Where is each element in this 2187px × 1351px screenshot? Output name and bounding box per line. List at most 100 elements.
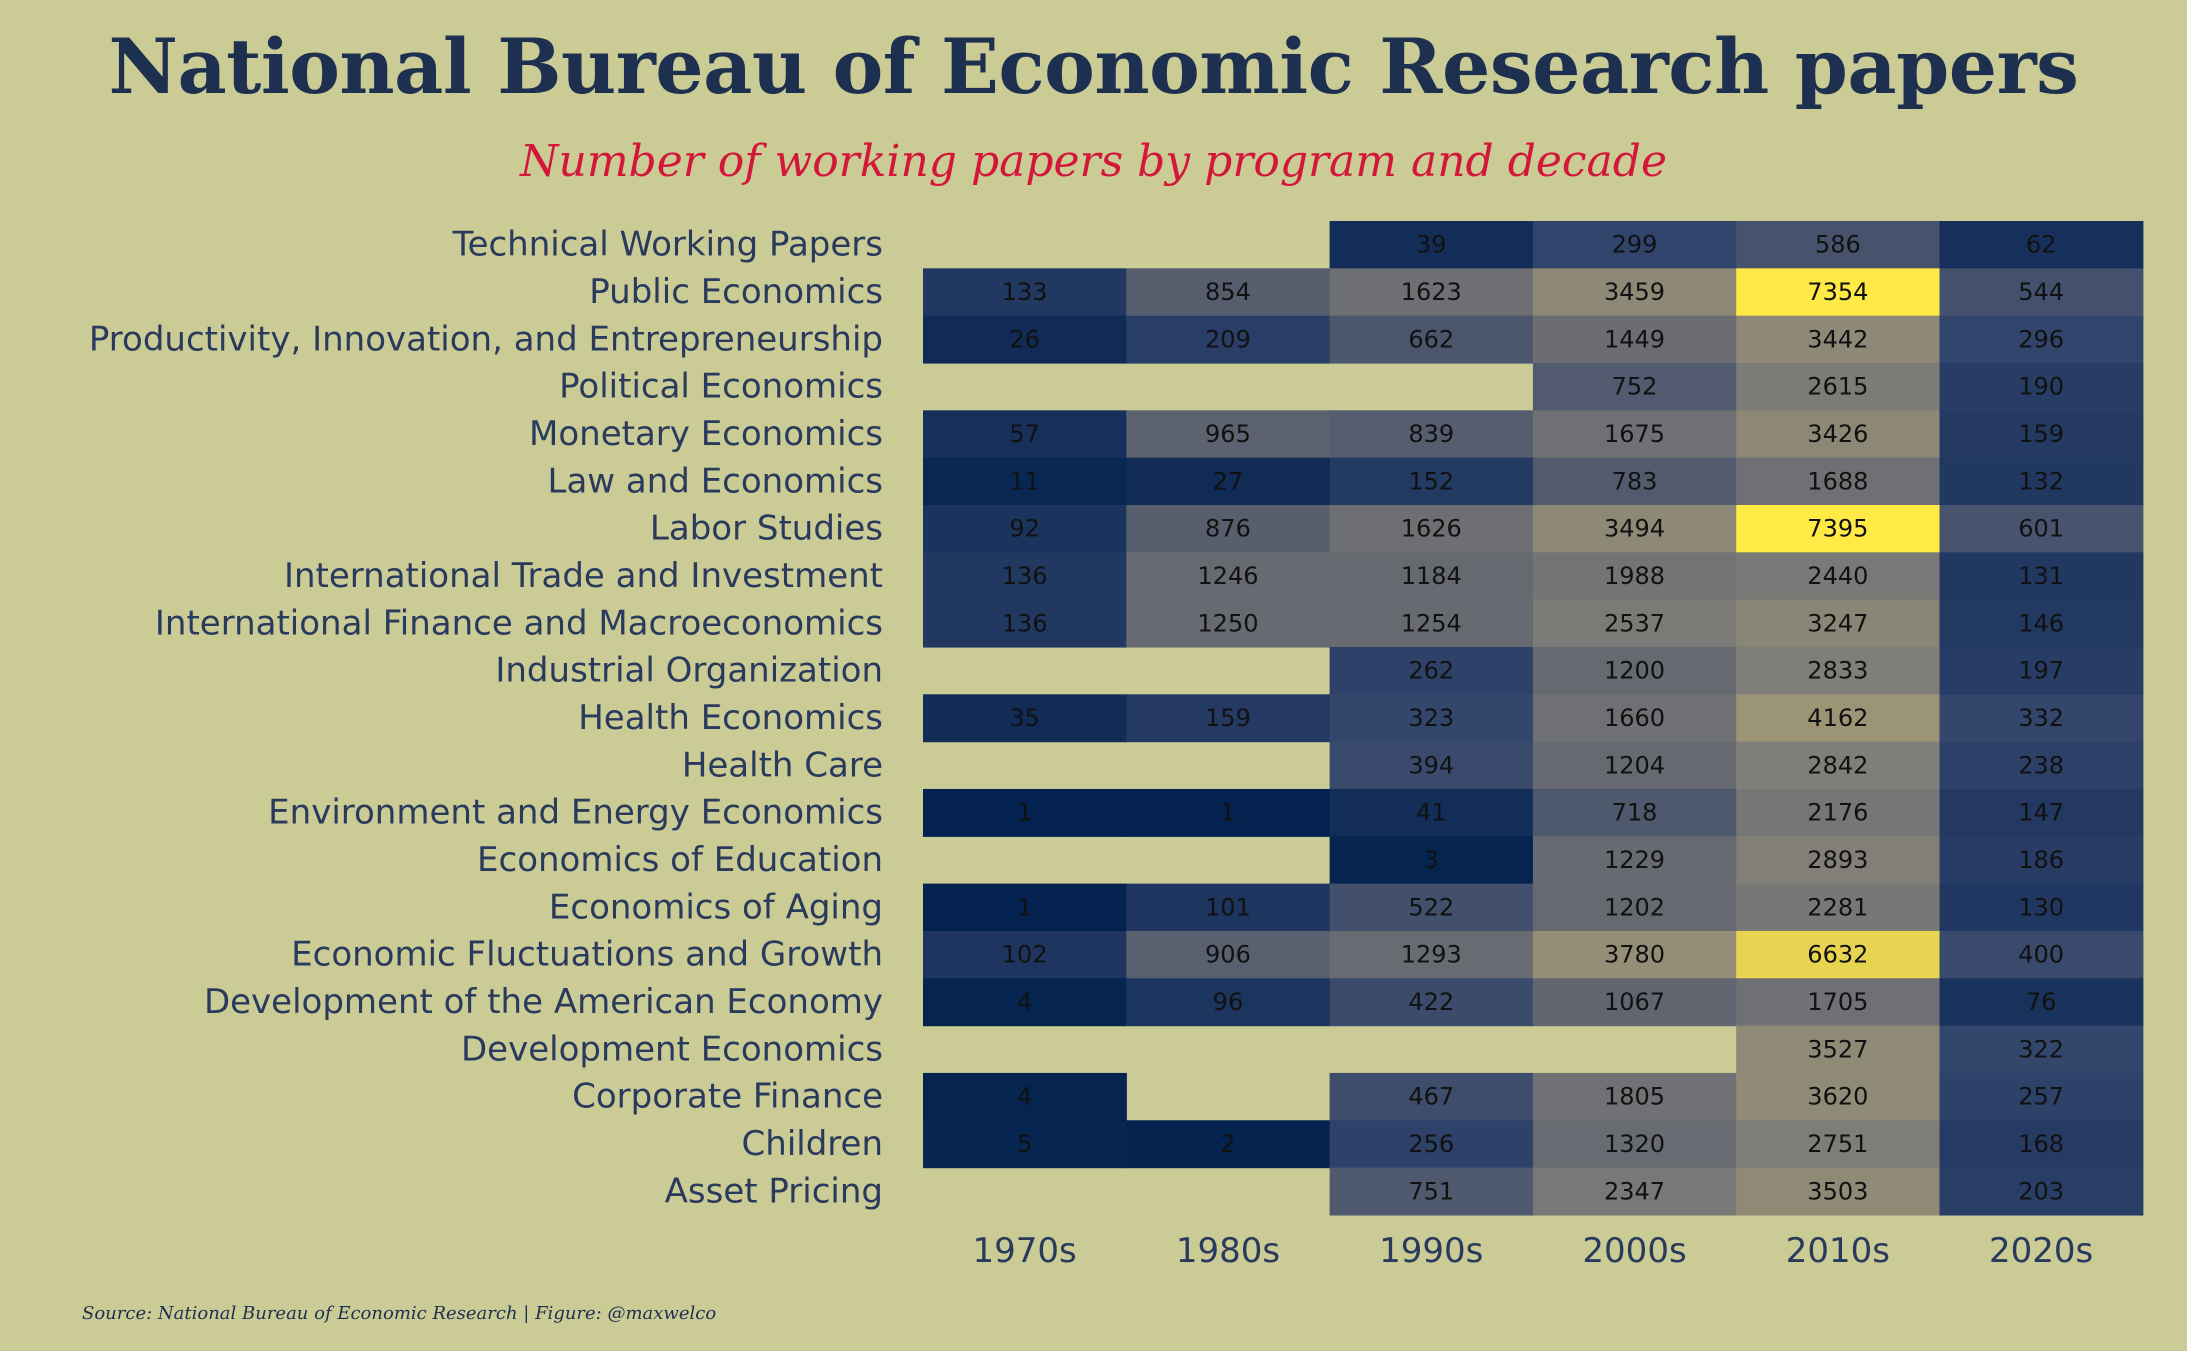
cell-value-label: 296: [2018, 325, 2064, 353]
cell-value-label: 854: [1205, 278, 1251, 306]
heatmap-cell: [1126, 1120, 1331, 1169]
cell-value-label: 152: [1408, 467, 1454, 495]
heatmap-cell: [1736, 930, 1941, 979]
heatmap-cell: [1736, 315, 1941, 364]
cell-value-label: 197: [2018, 657, 2064, 685]
cell-value-label: 1202: [1604, 893, 1665, 921]
cell-value-label: 1320: [1604, 1130, 1665, 1158]
heatmap-cell: [923, 1072, 1127, 1121]
cell-value-label: 2751: [1807, 1130, 1868, 1158]
heatmap-cell: [1736, 552, 1941, 601]
heatmap-cell: [1736, 1120, 1941, 1169]
cell-value-label: 2347: [1604, 1177, 1665, 1205]
cell-value-label: 1626: [1401, 515, 1462, 543]
cell-value-label: 400: [2018, 941, 2064, 969]
heatmap-cell: [923, 599, 1127, 648]
heatmap-cell: [1329, 883, 1534, 932]
heatmap-cell: [1329, 930, 1534, 979]
heatmap-cell: [1532, 1120, 1737, 1169]
heatmap-cell: [1126, 694, 1331, 743]
cell-value-label: 146: [2018, 609, 2064, 637]
cell-value-label: 262: [1408, 657, 1454, 685]
heatmap-cell: [923, 883, 1127, 932]
cell-value-label: 11: [1009, 467, 1040, 495]
cell-value-label: 422: [1408, 988, 1454, 1016]
column-label-1970s: 1970s: [973, 1231, 1077, 1271]
cell-value-label: 299: [1612, 231, 1658, 259]
heatmap-cell: [1126, 788, 1331, 837]
heatmap-cell: [1939, 599, 2144, 648]
row-label-public-economics: Public Economics: [589, 272, 883, 312]
row-label-industrial-organization: Industrial Organization: [495, 651, 883, 691]
cell-value-label: 159: [1205, 704, 1251, 732]
cell-value-label: 136: [1002, 609, 1048, 637]
cell-value-label: 7354: [1807, 278, 1868, 306]
cell-value-label: 96: [1213, 988, 1244, 1016]
cell-value-label: 257: [2018, 1083, 2064, 1111]
heatmap-cell: [1532, 930, 1737, 979]
cell-value-label: 26: [1009, 325, 1040, 353]
cell-value-label: 62: [2026, 231, 2057, 259]
cell-value-label: 133: [1002, 278, 1048, 306]
heatmap-cell: [1939, 315, 2144, 364]
row-label-economic-fluctuations-and-growth: Economic Fluctuations and Growth: [291, 935, 883, 975]
cell-value-label: 906: [1205, 941, 1251, 969]
row-label-environment-and-energy-economics: Environment and Energy Economics: [268, 793, 883, 833]
heatmap-cell: [1329, 410, 1534, 459]
cell-value-label: 102: [1002, 941, 1048, 969]
cell-value-label: 467: [1408, 1083, 1454, 1111]
cell-value-label: 394: [1408, 751, 1454, 779]
cell-value-label: 3780: [1604, 941, 1665, 969]
column-label-2020s: 2020s: [1989, 1231, 2093, 1271]
cell-value-label: 2281: [1807, 893, 1868, 921]
cell-value-label: 1805: [1604, 1083, 1665, 1111]
heatmap-cell: [1939, 504, 2144, 553]
heatmap-cell: [1126, 552, 1331, 601]
cell-value-label: 601: [2018, 515, 2064, 543]
heatmap-cell: [1939, 883, 2144, 932]
cell-value-label: 1688: [1807, 467, 1868, 495]
cell-value-label: 2615: [1807, 373, 1868, 401]
heatmap-cell: [1532, 599, 1737, 648]
heatmap-cell: [1532, 362, 1737, 411]
heatmap-cell: [1329, 788, 1534, 837]
cell-value-label: 2176: [1807, 799, 1868, 827]
heatmap-cell: [1939, 410, 2144, 459]
cell-value-label: 130: [2018, 893, 2064, 921]
heatmap-cell: [1736, 457, 1941, 506]
heatmap-cell: [1126, 978, 1331, 1027]
heatmap-cell: [1939, 268, 2144, 317]
heatmap-cell: [1532, 457, 1737, 506]
heatmap-cell: [1736, 741, 1941, 790]
heatmap-cell: [1532, 1072, 1737, 1121]
cell-value-label: 168: [2018, 1130, 2064, 1158]
cell-value-label: 2842: [1807, 751, 1868, 779]
heatmap-cell: [1736, 788, 1941, 837]
cell-value-label: 522: [1408, 893, 1454, 921]
cell-value-label: 3620: [1807, 1083, 1868, 1111]
cell-value-label: 2440: [1807, 562, 1868, 590]
cell-value-label: 1: [1017, 893, 1032, 921]
column-label-2000s: 2000s: [1582, 1231, 1686, 1271]
heatmap-cell: [1939, 930, 2144, 979]
heatmap-cell: [1126, 883, 1331, 932]
heatmap-cell: [1329, 221, 1534, 269]
heatmap-cell: [923, 268, 1127, 317]
cell-value-label: 190: [2018, 373, 2064, 401]
heatmap-cell: [923, 410, 1127, 459]
cell-value-label: 1067: [1604, 988, 1665, 1016]
heatmap-cell: [1939, 694, 2144, 743]
heatmap-cell: [1329, 978, 1534, 1027]
heatmap-cell: [1736, 410, 1941, 459]
cell-value-label: 839: [1408, 420, 1454, 448]
heatmap-cell: [1329, 1120, 1534, 1169]
heatmap-cell: [1532, 694, 1737, 743]
cell-value-label: 3442: [1807, 325, 1868, 353]
heatmap-cell: [1126, 268, 1331, 317]
heatmap-cell: [1329, 599, 1534, 648]
cell-value-label: 41: [1416, 799, 1447, 827]
cell-value-label: 101: [1205, 893, 1251, 921]
cell-value-label: 662: [1408, 325, 1454, 353]
heatmap-cell: [923, 315, 1127, 364]
cell-value-label: 1250: [1197, 609, 1258, 637]
